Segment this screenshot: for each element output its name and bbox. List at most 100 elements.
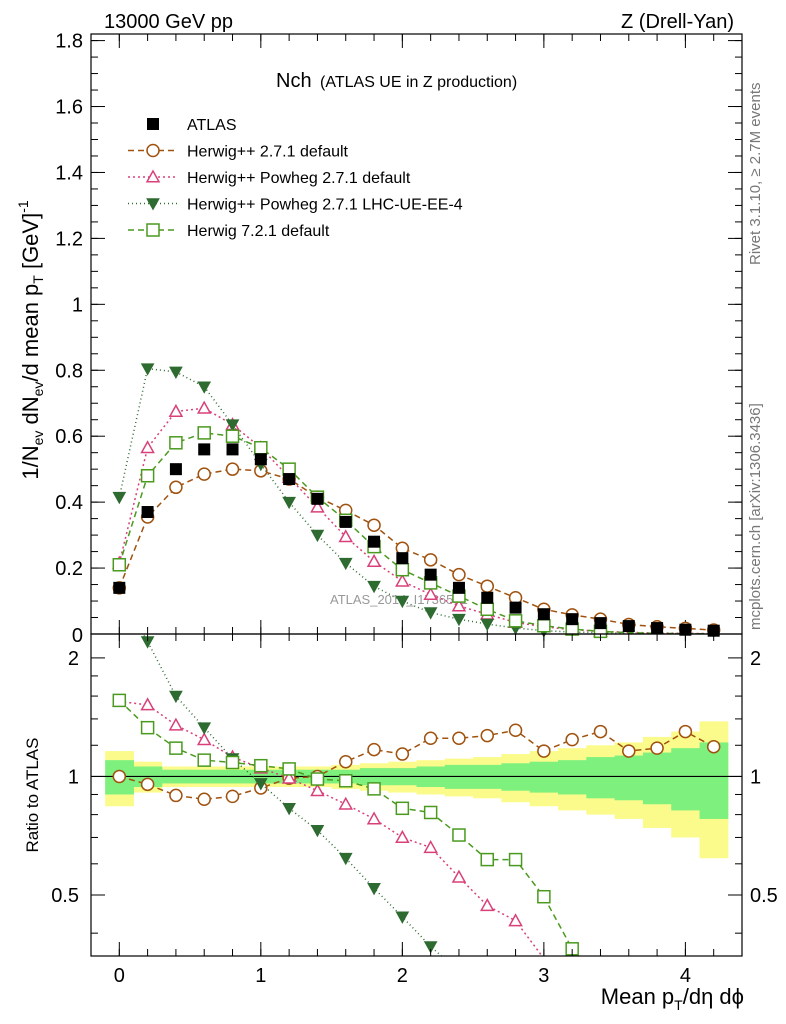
series-3-point: [254, 440, 268, 455]
ratio-0-point: [140, 777, 155, 792]
ratio-0-point: [537, 744, 551, 758]
ratio-3-point: [395, 801, 410, 816]
ratio-y-axis-label: Ratio to ATLAS: [23, 738, 42, 853]
legend-marker-2: [146, 198, 160, 211]
ratio-1-point: [508, 913, 523, 927]
atlas-data-point: [169, 463, 182, 476]
series-3-point: [537, 619, 551, 633]
series-line-3: [118, 432, 714, 635]
legend-label-atlas: ATLAS: [187, 117, 237, 134]
ratio-1-point: [338, 796, 354, 810]
series-0-point: [197, 467, 211, 481]
ratio-3-point: [282, 762, 296, 776]
energy-label: 13000 GeV pp: [104, 11, 233, 33]
series-1-point: [451, 598, 467, 612]
series-1-point: [310, 499, 325, 513]
series-1-point: [140, 440, 155, 454]
atlas-data-point: [396, 552, 409, 565]
atlas-data-point: [198, 443, 211, 456]
atlas-data-point: [651, 622, 664, 635]
series-1-point: [395, 573, 410, 587]
ratio-2-point: [282, 803, 296, 816]
chart-title: Nch: [276, 70, 312, 92]
ratio-0-point: [508, 723, 523, 738]
atlas-data-point: [424, 568, 437, 581]
ratio-2-point: [367, 882, 381, 896]
ratio-1-point: [168, 717, 184, 731]
ratio-0-point: [367, 742, 381, 757]
ratio-0-point: [706, 739, 721, 754]
ratio-1-point: [395, 829, 410, 844]
mcplots-label: mcplots.cern.ch [arXiv:1306.3436]: [747, 403, 764, 630]
series-line-0: [118, 468, 714, 631]
main-data-points: [113, 443, 720, 637]
atlas-data-point: [537, 608, 550, 621]
y-tick-label: 0.8: [55, 360, 83, 382]
series-1-point: [338, 529, 354, 543]
series-0-point: [480, 579, 495, 593]
ratio-0-point: [452, 731, 466, 746]
ratio-2-point: [395, 911, 410, 924]
atlas-data-point: [226, 443, 239, 456]
series-3-point: [197, 426, 211, 440]
ratio-3-point: [197, 753, 211, 767]
y-tick-label: 1.8: [55, 31, 83, 53]
y-tick-label-zero: 0: [72, 625, 83, 647]
y-tick-label: 1.4: [55, 162, 83, 184]
ratio-3-point: [367, 782, 381, 796]
legend-label-0: Herwig++ 2.7.1 default: [187, 144, 349, 161]
legend: ATLAS Herwig++ 2.7.1 default Herwig++ Powh…: [128, 117, 463, 240]
green-band-segment: [642, 752, 672, 805]
y-tick-label: 1: [72, 294, 83, 316]
ratio-3-point: [112, 693, 127, 708]
ratio-0-point: [395, 747, 410, 761]
series-3-point: [395, 562, 410, 577]
atlas-data-point: [368, 535, 381, 548]
series-1-point: [366, 553, 382, 568]
green-band-segment: [671, 748, 701, 811]
atlas-data-point: [566, 613, 579, 626]
ratio-1-point: [366, 811, 382, 825]
ratio-2-point: [338, 852, 353, 866]
atlas-data-point: [594, 617, 607, 630]
y-tick-label: 0.6: [55, 426, 83, 448]
ratio-2-point: [169, 690, 183, 704]
ratio-line-3: [118, 699, 573, 950]
legend-label-1: Herwig++ Powheg 2.7.1 default: [187, 170, 411, 187]
series-0-point: [225, 462, 240, 476]
ratio-3-point: [310, 772, 325, 786]
series-0-point: [367, 518, 381, 532]
atlas-data-point: [509, 601, 522, 614]
ratio-y-tick-label-right: 0.5: [750, 885, 778, 907]
ratio-y-tick-label: 2: [68, 648, 79, 670]
ratio-0-point: [565, 732, 579, 747]
green-band-segment: [558, 760, 587, 795]
green-band-segment: [614, 755, 644, 801]
chart-subtitle: (ATLAS UE in Z production): [320, 74, 517, 91]
green-band-segment: [699, 742, 729, 819]
ratio-1-point: [310, 783, 325, 797]
series-2-point: [338, 557, 353, 571]
ratio-1-point: [140, 697, 155, 711]
ratio-3-point: [225, 755, 240, 770]
series-2-point: [423, 607, 438, 620]
legend-marker-3: [146, 223, 160, 237]
ratio-2-point: [197, 722, 212, 735]
series-1-point: [423, 586, 438, 600]
series-2-point: [395, 595, 410, 609]
ratio-0-point: [678, 724, 693, 739]
series-2-point: [112, 491, 127, 505]
ratio-0-point: [338, 754, 353, 769]
y-tick-label: 0.2: [55, 558, 83, 580]
ratio-series-group: [112, 634, 721, 956]
ratio-2-point: [310, 824, 325, 838]
green-band-segment: [529, 761, 559, 793]
green-band-segment: [586, 757, 616, 799]
series-3-point: [112, 558, 127, 572]
series-2-point: [367, 580, 381, 594]
series-1-point: [196, 400, 212, 414]
series-2-point: [452, 613, 466, 627]
series-0-point: [452, 567, 466, 582]
rivet-version-label: Rivet 3.1.10, ≥ 2.7M events: [747, 83, 764, 266]
